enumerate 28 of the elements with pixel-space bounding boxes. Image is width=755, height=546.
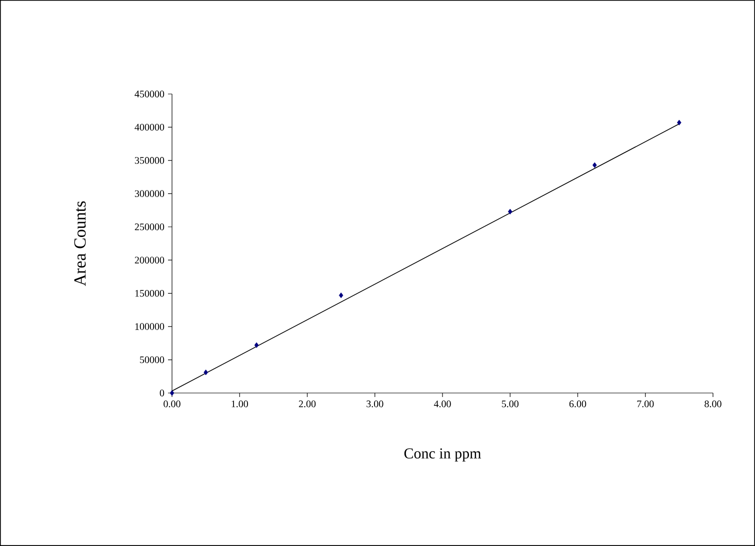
x-axis-title: Conc in ppm [404, 448, 482, 462]
y-tick-label: 300000 [134, 190, 164, 198]
y-tick-label: 250000 [134, 224, 164, 230]
y-tick-label: 200000 [134, 256, 164, 264]
y-tick-label: 400000 [134, 124, 164, 131]
y-tick-label: 350000 [134, 157, 164, 164]
point [338, 292, 344, 298]
x-tick-label: 8.00 [704, 400, 722, 408]
point [204, 370, 208, 376]
point [170, 390, 174, 396]
y-tick-label: 0 [160, 390, 164, 396]
point [592, 162, 597, 168]
point [254, 342, 259, 348]
x-tick-label: 7.00 [637, 400, 654, 408]
point [677, 120, 682, 126]
x-tick-label: 2.00 [298, 400, 316, 408]
y-axis-title: Area Counts [74, 201, 86, 286]
x-tick-label: 3.00 [366, 400, 384, 408]
y-tick-label: 100000 [135, 323, 164, 330]
x-tick-label: 5.00 [502, 400, 518, 408]
y-tick-label: 450000 [134, 90, 164, 98]
y-tick-label: 50000 [140, 356, 164, 364]
x-tick-label: 1.00 [232, 400, 248, 408]
x-tick-label: 0.00 [164, 400, 180, 408]
x-tick-label: 4.00 [434, 400, 451, 408]
y-tick-label: 150000 [135, 290, 164, 297]
x-tick-label: 6.00 [569, 400, 586, 408]
point [508, 208, 512, 214]
